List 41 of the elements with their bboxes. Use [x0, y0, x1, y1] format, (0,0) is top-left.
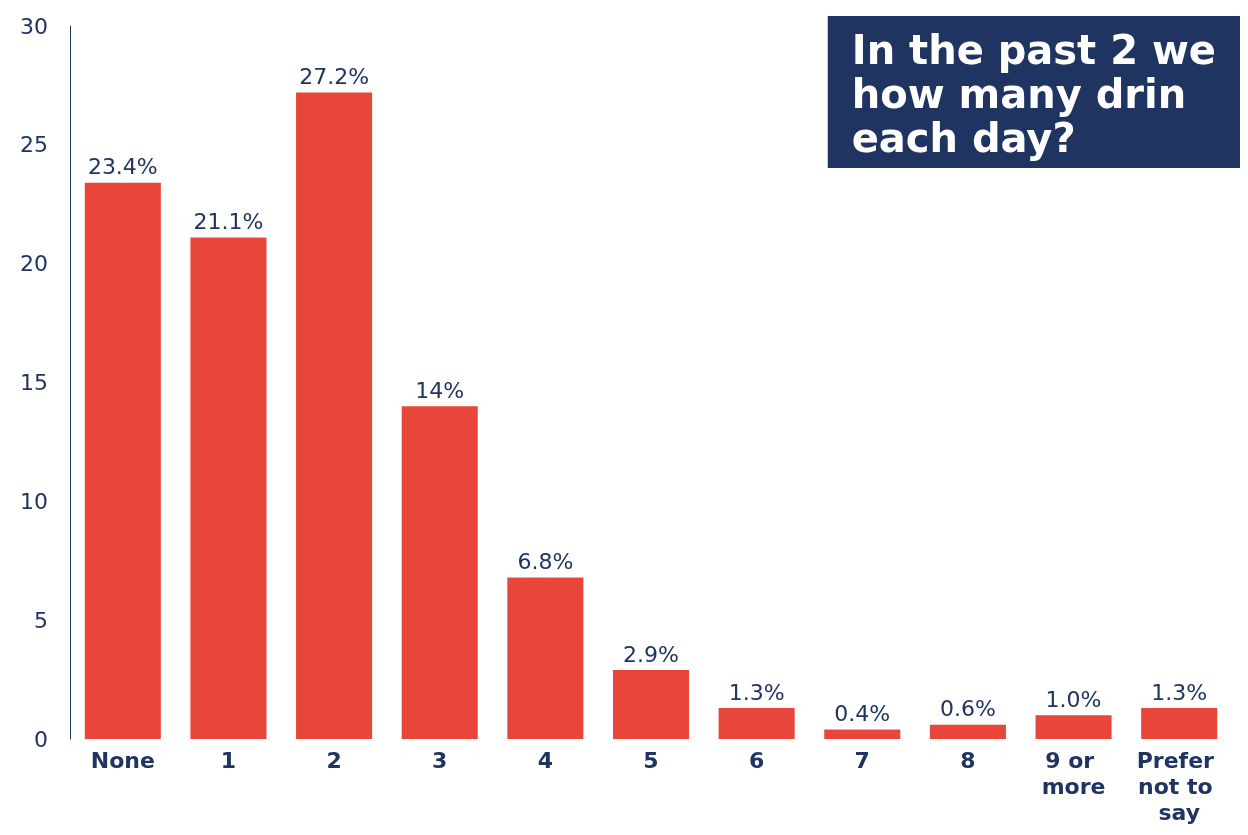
bar — [612, 670, 690, 739]
data-label: 23.4% — [87, 154, 158, 180]
x-tick-label: 1 — [220, 747, 237, 773]
data-label: 21.1% — [193, 209, 264, 235]
data-label: 27.2% — [299, 64, 370, 90]
bar — [718, 708, 795, 739]
y-tick-label: 30 — [20, 13, 48, 39]
x-tick-label: Prefer not to say — [1136, 747, 1222, 825]
bar — [1035, 715, 1112, 739]
data-label: 1.3% — [728, 679, 785, 705]
bar — [824, 729, 901, 739]
x-tick-label: 7 — [854, 747, 870, 773]
data-label: 0.6% — [939, 696, 996, 722]
data-label: 1.3% — [1151, 679, 1208, 705]
x-tick-label: 5 — [643, 747, 659, 773]
bar — [296, 92, 373, 739]
x-tick-label: 4 — [537, 747, 554, 773]
text: In the past 2 we how many drin each day? — [851, 27, 1217, 161]
bar — [401, 406, 478, 739]
data-label: 2.9% — [623, 641, 679, 667]
x-tick-label: 6 — [748, 747, 765, 773]
data-label: 0.4% — [834, 700, 891, 726]
y-tick-label: 20 — [20, 251, 48, 277]
x-tick-label: 9 or more — [1041, 747, 1106, 799]
y-tick-label: 25 — [20, 132, 48, 158]
x-tick-label: 3 — [432, 747, 448, 773]
y-tick-label: 0 — [34, 726, 48, 752]
y-tick-label: 10 — [20, 488, 48, 514]
y-tick-label: 5 — [34, 607, 48, 633]
bar — [507, 577, 584, 739]
bar — [1141, 708, 1218, 739]
data-label: 6.8% — [517, 548, 574, 574]
data-label: 14% — [415, 377, 465, 403]
x-tick-label: None — [90, 747, 155, 773]
bar — [929, 724, 1006, 739]
bar — [84, 182, 161, 739]
y-tick-label: 15 — [20, 370, 48, 395]
x-tick-label: 8 — [960, 747, 976, 773]
data-label: 1.0% — [1045, 686, 1102, 712]
x-tick-label: 2 — [326, 747, 342, 773]
bar — [190, 237, 267, 739]
